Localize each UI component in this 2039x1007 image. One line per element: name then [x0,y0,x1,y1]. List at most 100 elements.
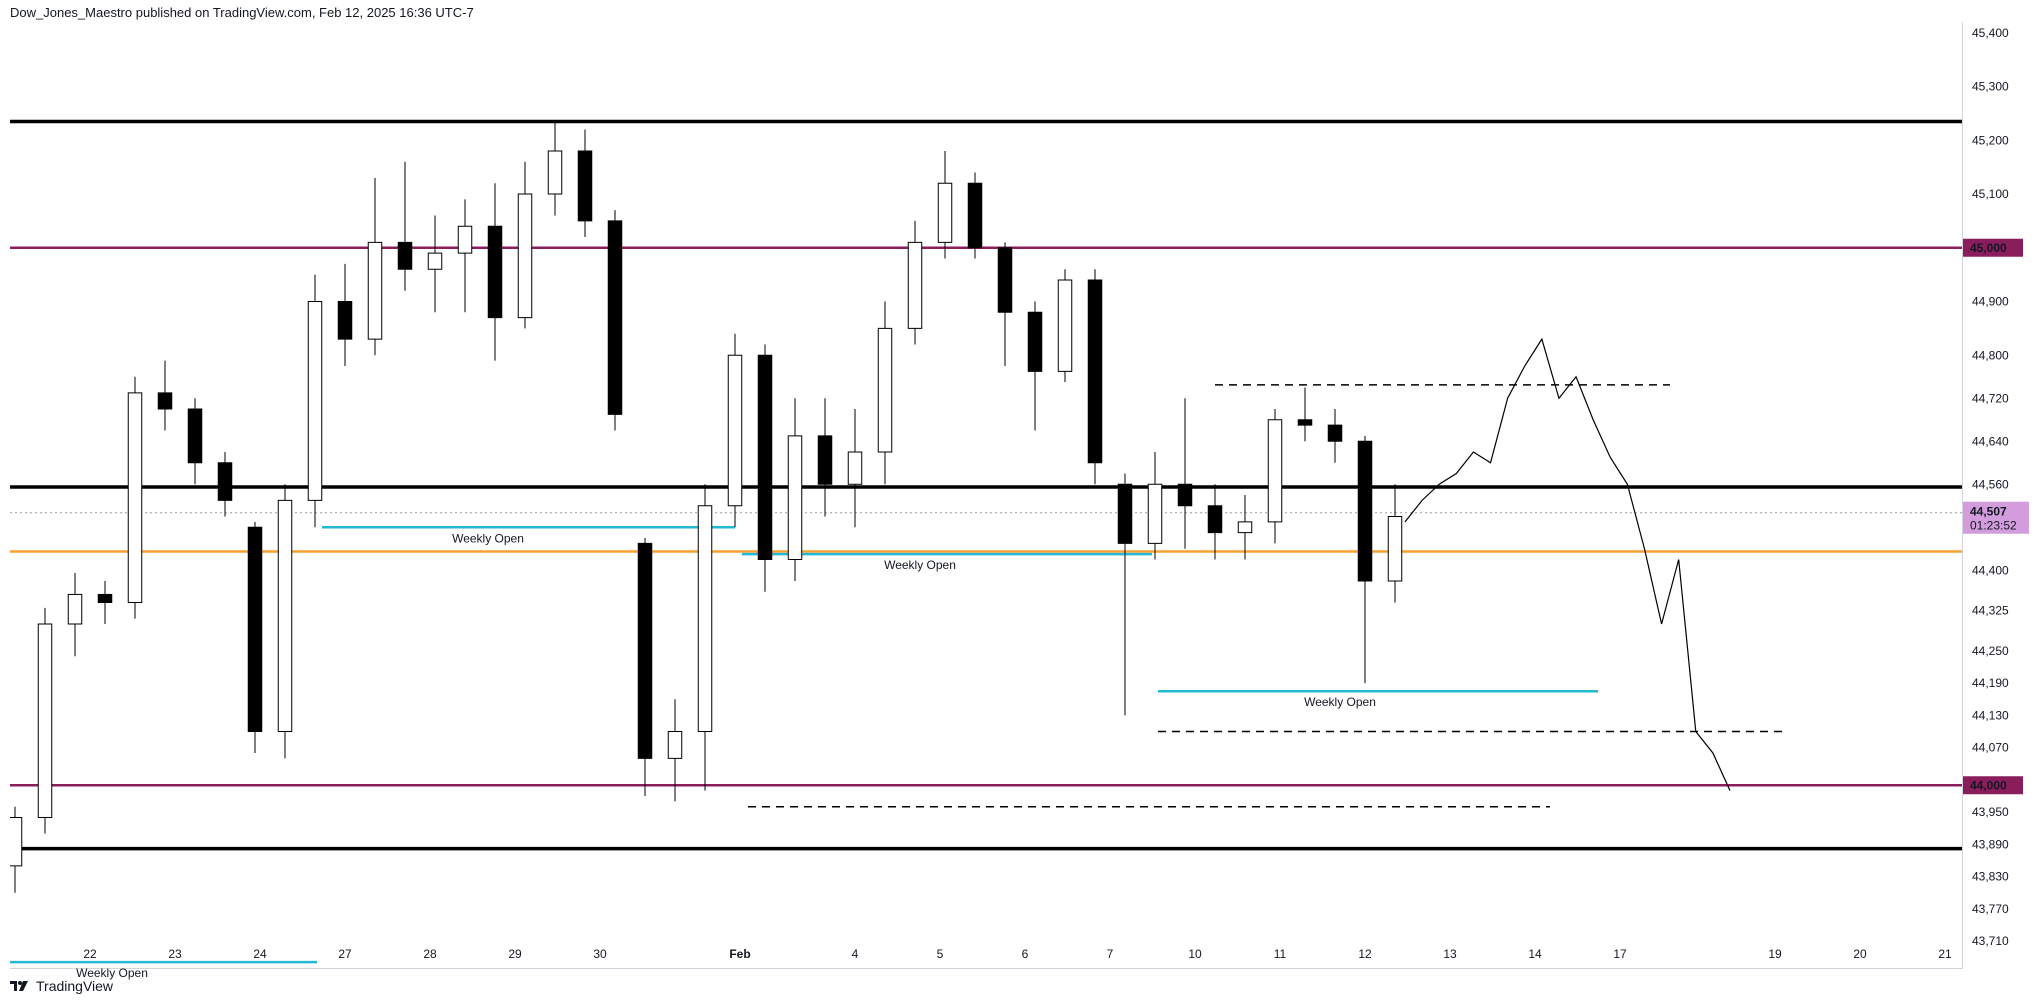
candle-body-11 [337,301,353,340]
tradingview-brand: TradingView [10,978,113,994]
x-tick-label-12: 10 [1188,947,1202,961]
x-tick-label-7: Feb [729,947,750,961]
level-badge-text-4: 44,000 [1970,778,2007,792]
brand-label: TradingView [36,978,114,994]
x-tick-label-13: 11 [1274,947,1287,961]
candle-body-46 [1387,516,1403,582]
level-badge-1 [1963,238,2023,257]
y-tick-label-1: 45,300 [1972,80,2009,94]
candle-body-44 [1327,424,1343,442]
x-tick-label-17: 17 [1613,947,1627,961]
candle-body-15 [457,225,473,254]
candle-body-8 [247,526,263,732]
level-badge-4 [1963,776,2023,795]
candle-body-45 [1357,440,1373,582]
y-tick-label-5: 44,800 [1972,348,2009,362]
y-tick-label-0: 45,400 [1972,26,2009,40]
candle-body-42 [1267,419,1283,523]
x-tick-label-0: 22 [83,947,97,961]
candle-body-0 [10,817,23,867]
candlestick-chart[interactable]: 45,400 45,300 45,200 45,100 44,900 44,800 44,7… [10,22,2039,982]
candle-body-13 [397,241,413,270]
candle-body-36 [1087,279,1103,464]
y-tick-label-7: 44,640 [1972,434,2009,448]
candle-body-38 [1147,483,1163,544]
y-tick-label-11: 44,250 [1972,644,2009,658]
candle-body-19 [577,150,593,222]
y-tick-label-6: 44,720 [1972,391,2009,405]
x-tick-label-4: 28 [423,947,437,961]
publish-header: Dow_Jones_Maestro published on TradingVi… [10,5,474,20]
candle-body-9 [277,499,293,732]
y-tick-label-9: 44,400 [1972,563,2009,577]
x-tick-label-1: 23 [168,947,182,961]
candle-body-4 [127,392,143,603]
candle-body-21 [637,542,653,759]
candle-body-14 [427,252,443,270]
candle-body-12 [367,241,383,340]
level-badge-text-1: 45,000 [1970,241,2007,255]
candle-body-32 [967,182,983,249]
x-tick-label-6: 30 [593,947,607,961]
candle-body-28 [847,451,863,485]
candle-body-40 [1207,505,1223,534]
weekly-open-label-3: Weekly Open [1304,695,1376,709]
candle-body-39 [1177,483,1193,507]
current-price-countdown: 01:23:52 [1970,519,2017,533]
x-tick-label-19: 20 [1853,947,1867,961]
candle-body-33 [997,247,1013,313]
x-tick-label-5: 29 [508,947,522,961]
candle-body-6 [187,408,203,464]
y-tick-label-10: 44,325 [1972,604,2009,618]
x-tick-label-20: 21 [1938,947,1952,961]
chart-area[interactable]: 45,400 45,300 45,200 45,100 44,900 44,800 44,7… [10,22,2029,980]
candle-body-30 [907,241,923,329]
x-tick-label-9: 5 [937,947,944,961]
candle-body-43 [1297,419,1313,426]
candle-body-16 [487,225,503,319]
candle-body-34 [1027,311,1043,372]
candle-body-26 [787,435,803,560]
candle-body-31 [937,182,953,243]
y-tick-label-12: 44,190 [1972,676,2009,690]
candle-body-23 [697,505,713,732]
x-tick-label-14: 12 [1358,947,1372,961]
candle-body-25 [757,354,773,560]
candle-body-24 [727,354,743,507]
weekly-open-label-1: Weekly Open [452,531,524,545]
candle-body-1 [37,623,53,818]
candle-body-5 [157,392,173,410]
candle-body-29 [877,327,893,453]
candle-body-35 [1057,279,1073,372]
weekly-open-label-2: Weekly Open [884,558,956,572]
x-tick-label-18: 19 [1768,947,1782,961]
x-tick-label-15: 13 [1443,947,1457,961]
projection-path [1404,337,1731,791]
candle-body-22 [667,731,683,759]
candle-body-18 [547,150,563,195]
x-tick-label-2: 24 [253,947,267,961]
y-tick-label-14: 44,070 [1972,741,2009,755]
y-tick-label-3: 45,100 [1972,187,2009,201]
y-tick-label-4: 44,900 [1972,295,2009,309]
candle-body-7 [217,462,233,501]
x-tick-label-16: 14 [1528,947,1542,961]
x-tick-label-10: 6 [1022,947,1029,961]
x-tick-label-11: 7 [1107,947,1114,961]
y-tick-label-18: 43,770 [1972,902,2009,916]
y-tick-label-16: 43,890 [1972,837,2009,851]
weekly-open-label-0: Weekly Open [76,966,148,980]
y-tick-label-15: 43,950 [1972,805,2009,819]
tradingview-logo-icon [10,979,30,993]
candle-body-27 [817,435,833,485]
candle-body-2 [67,593,83,625]
candle-body-37 [1117,483,1133,544]
candle-body-17 [517,193,533,319]
y-tick-label-2: 45,200 [1972,133,2009,147]
y-tick-label-19: 43,710 [1972,934,2009,948]
y-tick-label-17: 43,830 [1972,870,2009,884]
candle-body-20 [607,220,623,415]
current-price-badge [1963,501,2029,534]
candle-body-3 [97,593,113,603]
candle-body-10 [307,301,323,501]
